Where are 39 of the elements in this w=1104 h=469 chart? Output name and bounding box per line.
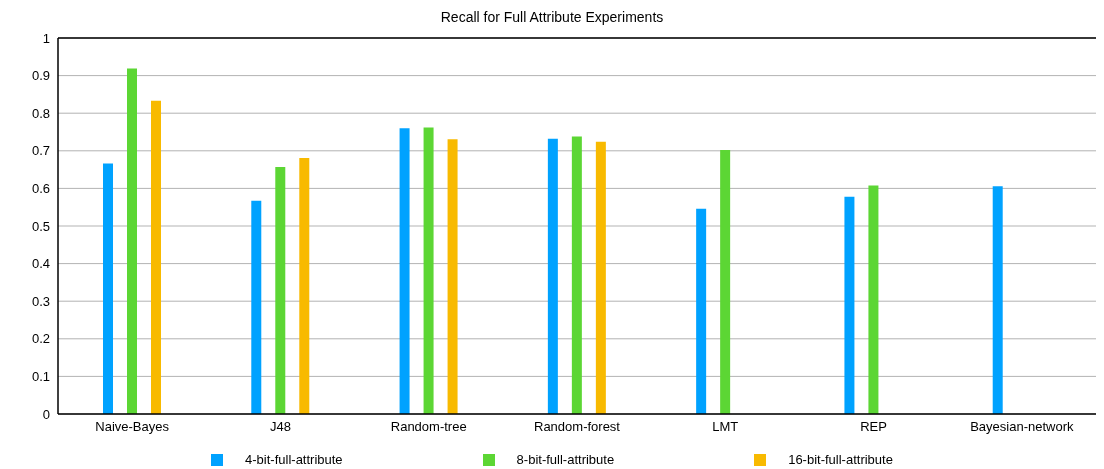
bar: [299, 157, 310, 414]
x-tick-label: LMT: [712, 419, 739, 435]
y-tick-label: 0.7: [31, 143, 50, 159]
x-tick-label: Bayesian-network: [970, 419, 1075, 435]
y-tick-label: 0.1: [31, 369, 50, 385]
x-tick-label: J48: [269, 419, 291, 435]
legend-label: 4-bit-full-attribute: [245, 452, 343, 467]
legend-label: 8-bit-full-attribute: [516, 452, 615, 467]
bar: [571, 136, 582, 414]
y-tick-label: 0.2: [31, 331, 50, 347]
y-tick-label: 0: [42, 406, 50, 422]
y-tick-label: 0.3: [31, 293, 50, 309]
bar: [447, 139, 458, 414]
bar: [992, 186, 1003, 414]
bar: [868, 185, 879, 414]
y-tick-label: 0.8: [31, 105, 50, 121]
x-tick-label: REP: [860, 419, 887, 435]
bar: [399, 128, 410, 414]
bar: [423, 127, 434, 414]
y-tick-label: 0.5: [31, 218, 50, 234]
bar: [844, 196, 855, 414]
bar: [547, 138, 558, 414]
y-tick-label: 0.4: [31, 256, 50, 272]
bar: [151, 100, 161, 414]
bar: [251, 200, 262, 414]
x-tick-label: Naive-Bayes: [95, 419, 170, 435]
x-tick-label: Random-forest: [534, 419, 621, 435]
chart-title: Recall for Full Attribute Experiments: [439, 8, 665, 27]
y-tick-label: 0.6: [31, 181, 50, 197]
bar: [696, 208, 707, 414]
bar: [720, 150, 731, 414]
y-tick-label: 0.9: [31, 68, 50, 84]
y-tick-label: 1: [42, 30, 50, 46]
bar: [275, 166, 286, 414]
legend-label: 16-bit-full-attribute: [788, 452, 893, 467]
bar: [103, 163, 113, 414]
x-tick-label: Random-tree: [390, 419, 467, 435]
bar: [595, 141, 606, 414]
bar: [127, 68, 137, 414]
